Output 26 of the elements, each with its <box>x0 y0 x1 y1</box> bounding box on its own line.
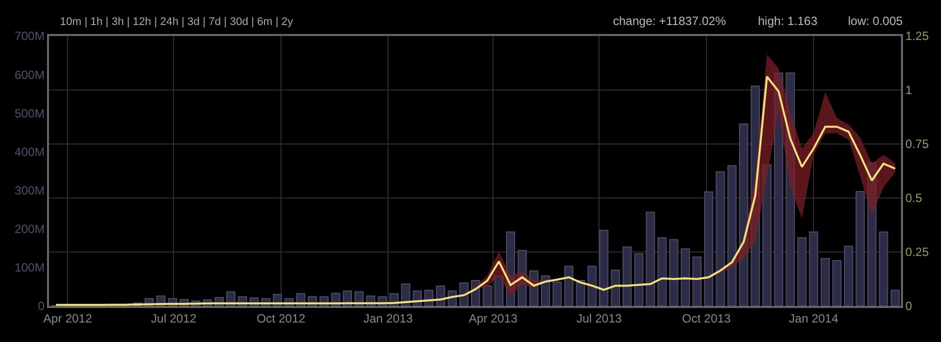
x-tick-label: Oct 2013 <box>682 311 732 326</box>
text: low: 0.005 <box>848 14 904 28</box>
y2-tick-label: 0.5 <box>905 191 922 206</box>
y-tick-label: 500M <box>14 106 45 120</box>
y2-tick-label: 1 <box>905 83 912 98</box>
y-tick-label: 100M <box>14 260 45 275</box>
y-tick-label: 400M <box>14 144 45 159</box>
y-tick-label: 300M <box>14 183 45 198</box>
text: change: +11837.02% <box>613 14 726 28</box>
text: high: 1.163 <box>758 14 818 28</box>
x-tick-label: Jul 2013 <box>576 311 622 326</box>
y2-tick-label: 0.75 <box>905 137 930 152</box>
x-tick-label: Jan 2014 <box>788 311 839 326</box>
x-tick-label: Apr 2013 <box>468 311 518 326</box>
y-tick-label: 0 <box>38 299 45 314</box>
y2-tick-label: 1.25 <box>905 29 930 44</box>
y-tick-label: 600M <box>14 68 45 82</box>
x-tick-label: Jan 2013 <box>363 311 414 326</box>
y-tick-label: 200M <box>14 222 45 236</box>
text: 10m | 1h | 3h | 12h | 24h | 3d | 7d | 30d | 6m | 2y <box>60 16 294 28</box>
x-tick-label: Jul 2012 <box>151 311 197 326</box>
y-tick-label: 700M <box>14 29 45 44</box>
y2-tick-label: 0.25 <box>905 245 930 260</box>
x-tick-label: Apr 2012 <box>43 311 92 326</box>
x-tick-label: Oct 2012 <box>256 311 306 326</box>
y2-tick-label: 0 <box>905 299 912 314</box>
